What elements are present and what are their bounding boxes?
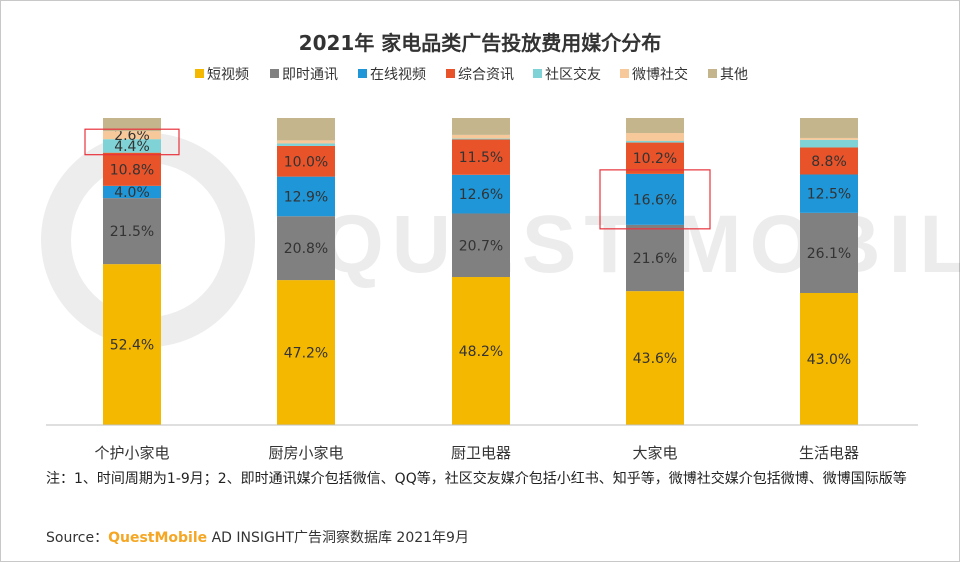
bar-segment [800, 139, 858, 148]
x-tick-label: 厨卫电器 [451, 444, 511, 462]
data-label: 2.6% [114, 128, 150, 144]
bar-segment [103, 152, 161, 186]
data-label: 52.4% [110, 338, 154, 354]
source-brand: QuestMobile [108, 530, 208, 546]
data-label: 10.2% [633, 151, 677, 167]
data-label: 10.0% [284, 154, 328, 170]
bar-segment [103, 118, 161, 132]
bar-segment [103, 264, 161, 425]
bar-segment [103, 131, 161, 140]
chart-title: 2021年 家电品类广告投放费用媒介分布 [299, 31, 662, 55]
chart: QUEST MOBILE 2021年 家电品类广告投放费用媒介分布 短视频即时通… [41, 31, 960, 462]
bar-segment [800, 118, 858, 138]
source-prefix: Source： [46, 530, 109, 546]
x-axis-labels: 个护小家电 厨房小家电 厨卫电器 大家电 生活电器 [94, 444, 859, 462]
bar-segment [626, 142, 684, 174]
data-label: 11.5% [459, 150, 503, 166]
bar-segment [800, 212, 858, 293]
legend-swatch-2 [358, 69, 367, 78]
legend-label-4: 社区交友 [545, 66, 601, 83]
bar-segment [277, 118, 335, 141]
data-label: 21.5% [110, 224, 154, 240]
footnote: 注：1、时间周期为1-9月；2、即时通讯媒介包括微信、QQ等，社区交友媒介包括小… [46, 471, 907, 487]
legend-swatch-3 [446, 69, 455, 78]
bar-segment [103, 185, 161, 199]
data-label: 47.2% [284, 346, 328, 362]
data-label: 48.2% [459, 344, 503, 360]
data-label: 43.6% [633, 351, 677, 367]
bar-segment [626, 291, 684, 425]
data-label: 4.0% [114, 185, 150, 201]
source-line: Source：QuestMobile AD INSIGHT广告洞察数据库 202… [46, 527, 469, 547]
bar-segment [800, 174, 858, 213]
highlight-boxes [84, 128, 711, 230]
legend-label-0: 短视频 [207, 67, 249, 83]
data-label: 43.0% [807, 352, 851, 368]
data-label: 26.1% [807, 246, 851, 262]
bar-segment [452, 213, 510, 278]
data-label: 10.8% [110, 162, 154, 178]
bar-segment [626, 224, 684, 292]
bar-segment [277, 176, 335, 217]
data-label: 20.8% [284, 241, 328, 257]
bar-segment [277, 280, 335, 425]
legend-swatch-5 [620, 69, 629, 78]
data-label: 4.4% [114, 139, 150, 155]
legend: 短视频 即时通讯 在线视频 综合资讯 社区交友 微博社交 其他 [195, 66, 748, 83]
bar-segment [452, 118, 510, 135]
bar-segment [626, 133, 684, 142]
data-label: 12.9% [284, 189, 328, 205]
bar-segment [626, 173, 684, 225]
bar-segment [277, 216, 335, 281]
x-tick-label: 大家电 [632, 444, 677, 462]
bar-segment [452, 138, 510, 140]
legend-label-3: 综合资讯 [458, 67, 514, 83]
data-label: 20.7% [459, 238, 503, 254]
x-tick-label: 厨房小家电 [268, 444, 343, 462]
legend-label-5: 微博社交 [632, 66, 688, 83]
legend-label-1: 即时通讯 [282, 67, 338, 83]
bar-segment [626, 141, 684, 143]
legend-swatch-0 [195, 69, 204, 78]
data-label: 12.5% [807, 187, 851, 203]
x-tick-label: 生活电器 [799, 444, 859, 462]
bar-segment [800, 137, 858, 140]
highlight-box [84, 128, 180, 156]
bar-segment [103, 139, 161, 153]
legend-swatch-6 [708, 69, 717, 78]
data-label: 21.6% [633, 251, 677, 267]
bar-segment [452, 139, 510, 175]
legend-swatch-4 [533, 69, 542, 78]
data-label: 12.6% [459, 187, 503, 203]
data-label: 8.8% [811, 154, 847, 170]
bar-segment [800, 147, 858, 175]
x-tick-label: 个护小家电 [94, 444, 169, 462]
legend-label-6: 其他 [720, 67, 748, 83]
legend-swatch-1 [270, 69, 279, 78]
bar-segment [452, 134, 510, 139]
bar-segment [277, 140, 335, 144]
bars: 52.4% 21.5% 4.0% 10.8% 4.4%2.6% 47.2% 20.8% 12.… [103, 118, 858, 425]
legend-label-2: 在线视频 [370, 67, 426, 83]
bar-segment [277, 145, 335, 177]
bar-segment [277, 143, 335, 146]
highlight-box [599, 169, 711, 230]
bar-segment [800, 292, 858, 425]
source-rest: AD INSIGHT广告洞察数据库 2021年9月 [207, 530, 469, 546]
bar-segment [626, 118, 684, 134]
data-label: 16.6% [633, 192, 677, 208]
bar-segment [103, 198, 161, 265]
bar-segment [452, 174, 510, 214]
bar-segment [452, 277, 510, 425]
